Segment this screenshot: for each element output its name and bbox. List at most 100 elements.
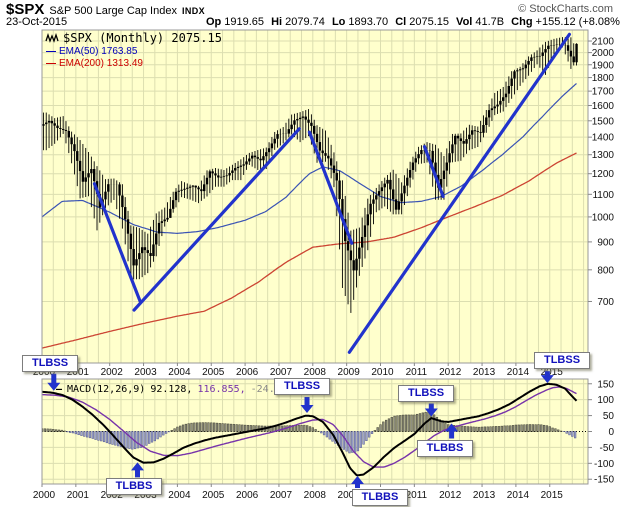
price-tick-label: 1100 [592, 190, 614, 201]
close-label: Cl [395, 16, 407, 28]
year-label-bottom: 2003 [134, 490, 157, 501]
year-label-mid: 2002 [101, 367, 124, 378]
year-label-mid: 2010 [371, 367, 394, 378]
price-tick-label: 1000 [592, 212, 615, 223]
macd-tick-label: 150 [597, 379, 614, 390]
year-label-mid: 2013 [473, 367, 496, 378]
high-value: 2079.74 [285, 16, 325, 28]
year-label-bottom: 2015 [541, 490, 564, 501]
year-label-mid: 2000 [33, 367, 56, 378]
price-tick-label: 1300 [592, 150, 615, 161]
price-tick-label: 900 [597, 237, 614, 248]
macd-signal-line [42, 386, 577, 468]
macd-name: MACD(12,26,9) [67, 384, 146, 395]
year-label-bottom: 2013 [473, 490, 496, 501]
year-label-bottom: 2014 [507, 490, 530, 501]
change-value: +155.12 (+8.08%) [535, 16, 620, 28]
change-label: Chg [511, 16, 533, 28]
annotation-label-tlbss: TLBSS [534, 352, 590, 369]
annotation-label-tlbbs: TLBBS [417, 440, 473, 457]
price-tick-label: 800 [597, 265, 614, 276]
close-value: 2075.15 [409, 16, 449, 28]
chart-header: $SPX S&P 500 Large Cap Index INDX [6, 1, 205, 19]
macd-value: 92.128, [150, 384, 193, 395]
year-label-bottom: 2005 [202, 490, 225, 501]
macd-histogram [42, 411, 577, 454]
macd-line [42, 382, 578, 477]
year-label-bottom: 2002 [101, 490, 124, 501]
year-label-bottom: 2006 [236, 490, 259, 501]
price-legend-text: $SPX (Monthly) 2075.15 [63, 31, 222, 45]
year-label-bottom: 2008 [304, 490, 327, 501]
candlesticks [42, 37, 578, 313]
year-label-mid: 2006 [236, 367, 259, 378]
volume-label: Vol [456, 16, 473, 28]
price-plot-frame [41, 29, 589, 364]
macd-tick-label: -50 [600, 443, 615, 454]
price-tick-label: 1500 [592, 116, 615, 127]
year-label-mid: 2004 [168, 367, 191, 378]
price-tick-label: 1900 [592, 60, 615, 71]
price-style-icon [45, 32, 59, 43]
annotation-label-tlbss: TLBSS [274, 378, 330, 395]
gridlines [41, 30, 588, 484]
open-label: Op [206, 16, 222, 28]
macd-tick-label: 0 [608, 427, 614, 438]
ema50-legend: — EMA(50) 1763.85 [46, 46, 137, 57]
price-tick-label: 1600 [592, 101, 615, 112]
price-tick-label: 700 [597, 297, 614, 308]
quote-date: 23-Oct-2015 [6, 16, 68, 28]
year-label-bottom: 2007 [270, 490, 293, 501]
macd-tick-label: 50 [603, 411, 615, 422]
price-plot-bg [42, 30, 588, 363]
year-label-mid: 2009 [338, 367, 361, 378]
year-label-bottom: 2012 [439, 490, 462, 501]
ohlc-quote-bar: Op 1919.65 Hi 2079.74 Lo 1893.70 Cl 2075.15 … [202, 16, 620, 28]
price-tick-label: 1800 [592, 73, 615, 84]
macd-panel [42, 382, 588, 477]
year-label-mid: 2011 [406, 367, 428, 378]
year-label-bottom: 2004 [168, 490, 191, 501]
price-panel [42, 32, 578, 354]
year-label-mid: 2012 [439, 367, 462, 378]
volume-value: 41.7B [475, 16, 505, 28]
price-tick-label: 1200 [592, 169, 615, 180]
year-label-mid: 2007 [270, 367, 293, 378]
macd-tick-label: 100 [597, 395, 614, 406]
macd-swatch: — [56, 384, 63, 395]
annotation-label-tlbbs: TLBBS [106, 478, 162, 495]
trendlines [92, 32, 571, 354]
macd-signal-value: 116.855, [197, 384, 246, 395]
high-label: Hi [271, 16, 283, 28]
price-tick-label: 1700 [592, 87, 615, 98]
year-label-bottom: 2011 [406, 490, 428, 501]
year-label-mid: 2008 [304, 367, 327, 378]
annotation-label-tlbss: TLBSS [398, 385, 454, 402]
ema200-line [42, 152, 577, 349]
year-label-bottom: 2009 [338, 490, 361, 501]
year-label-mid: 2001 [67, 367, 90, 378]
index-title: S&P 500 Large Cap Index [49, 5, 177, 17]
price-tick-label: 1400 [592, 133, 615, 144]
year-label-mid: 2005 [202, 367, 225, 378]
exchange-label: INDX [181, 6, 206, 16]
ticker-symbol: $SPX [6, 1, 45, 18]
annotation-label-tlbss: TLBSS [22, 355, 78, 372]
stockcharts-credit: © StockCharts.com [518, 3, 613, 15]
price-legend: $SPX (Monthly) 2075.15 [45, 31, 222, 45]
ema200-legend: — EMA(200) 1313.49 [46, 58, 143, 69]
macd-tick-label: -150 [594, 475, 614, 486]
macd-tick-label: -100 [594, 459, 614, 470]
ema50-swatch: — [46, 46, 56, 57]
ema50-legend-text: EMA(50) 1763.85 [59, 46, 138, 57]
price-tick-label: 2000 [592, 48, 615, 59]
low-value: 1893.70 [348, 16, 389, 28]
ema200-swatch: — [46, 58, 56, 69]
open-value: 1919.65 [224, 16, 265, 28]
year-label-bottom: 2000 [33, 490, 56, 501]
price-tick-label: 2100 [592, 37, 615, 48]
annotation-label-tlbbs: TLBBS [352, 489, 408, 506]
year-label-mid: 2014 [507, 367, 530, 378]
macd-legend: — MACD(12,26,9) 92.128, 116.855, -24.727 [56, 384, 298, 395]
